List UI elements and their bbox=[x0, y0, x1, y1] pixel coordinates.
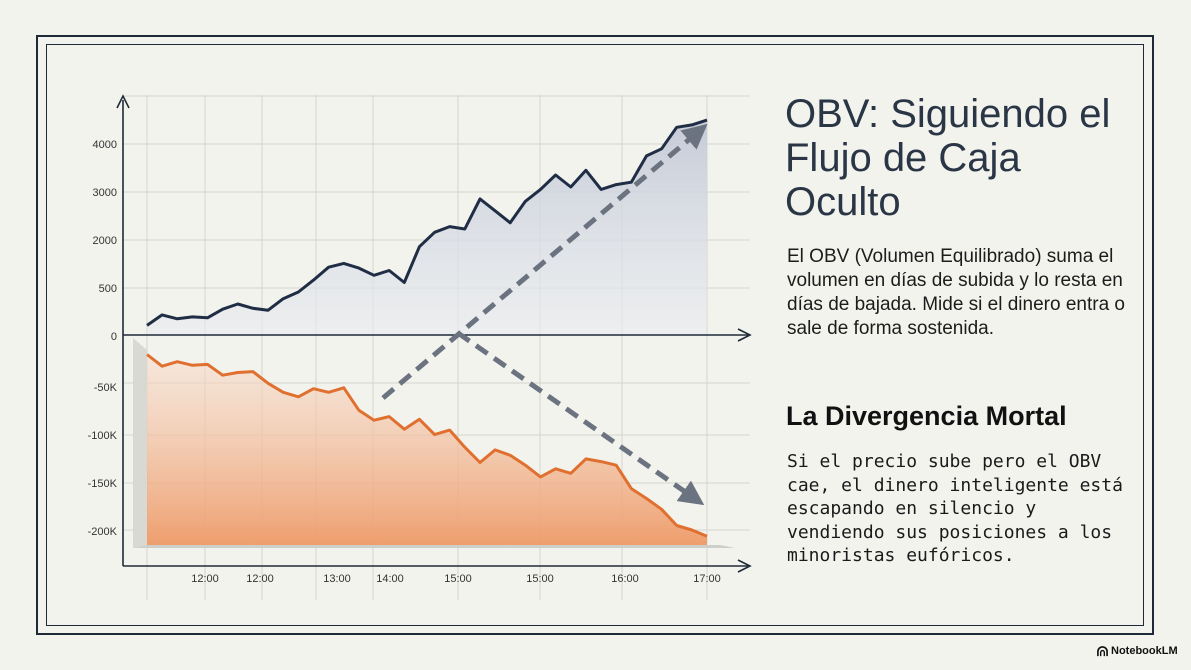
inner-frame bbox=[46, 44, 1144, 626]
x-tick-label: 14:00 bbox=[376, 573, 404, 585]
brand-label: NotebookLM bbox=[1111, 645, 1178, 657]
area-fills bbox=[133, 120, 735, 548]
obv-line bbox=[146, 353, 708, 538]
y-tick-label: -100K bbox=[88, 430, 118, 442]
y-tick-label: 3000 bbox=[93, 187, 117, 199]
slide-title: OBV: Siguiendo el Flujo de Caja Oculto bbox=[785, 92, 1111, 224]
panel-base-shade bbox=[133, 545, 735, 548]
x-tick-label: 12:00 bbox=[246, 573, 274, 585]
y-tick-label: -50K bbox=[94, 382, 118, 394]
x-tick-label: 17:00 bbox=[693, 573, 721, 585]
y-axis-arrow-icon bbox=[116, 94, 130, 109]
panel-side-shade bbox=[133, 338, 147, 548]
notebooklm-logo-icon bbox=[1097, 645, 1108, 656]
chart-axes bbox=[116, 94, 752, 573]
y-tick-label: 500 bbox=[99, 283, 117, 295]
x-axis-labels: 12:00 12:00 13:00 14:00 15:00 15:00 16:00 17:00 bbox=[191, 573, 721, 585]
price-divergence-arrow bbox=[381, 123, 708, 400]
obv-divergence-arrow bbox=[456, 330, 705, 506]
outer-frame bbox=[36, 35, 1154, 635]
notebooklm-brand: NotebookLM bbox=[1097, 645, 1178, 657]
y-axis-labels: 4000 3000 2000 500 0 -50K -100K -150K -200K bbox=[88, 139, 118, 538]
divergence-heading: La Divergencia Mortal bbox=[786, 401, 1067, 431]
series-lines bbox=[146, 118, 708, 538]
x-tick-label: 16:00 bbox=[611, 573, 639, 585]
divergence-explanation: Si el precio sube pero el OBV cae, el di… bbox=[787, 451, 1123, 566]
x-tick-label: 13:00 bbox=[323, 573, 351, 585]
y-tick-label: 2000 bbox=[93, 235, 117, 247]
x-tick-label: 15:00 bbox=[444, 573, 472, 585]
zero-axis-arrow-icon bbox=[737, 328, 752, 342]
y-tick-label: -150K bbox=[88, 478, 118, 490]
obv-area-fill bbox=[147, 350, 707, 545]
price-area-fill bbox=[147, 120, 707, 335]
y-tick-label: 0 bbox=[111, 331, 117, 343]
price-line bbox=[146, 118, 708, 327]
y-tick-label: 4000 bbox=[93, 139, 117, 151]
x-axis-arrow-icon bbox=[737, 559, 752, 573]
divergence-arrows bbox=[381, 123, 708, 506]
y-tick-label: -200K bbox=[88, 526, 118, 538]
x-tick-label: 12:00 bbox=[191, 573, 219, 585]
x-tick-label: 15:00 bbox=[526, 573, 554, 585]
obv-description: El OBV (Volumen Equilibrado) suma el vol… bbox=[787, 246, 1125, 339]
